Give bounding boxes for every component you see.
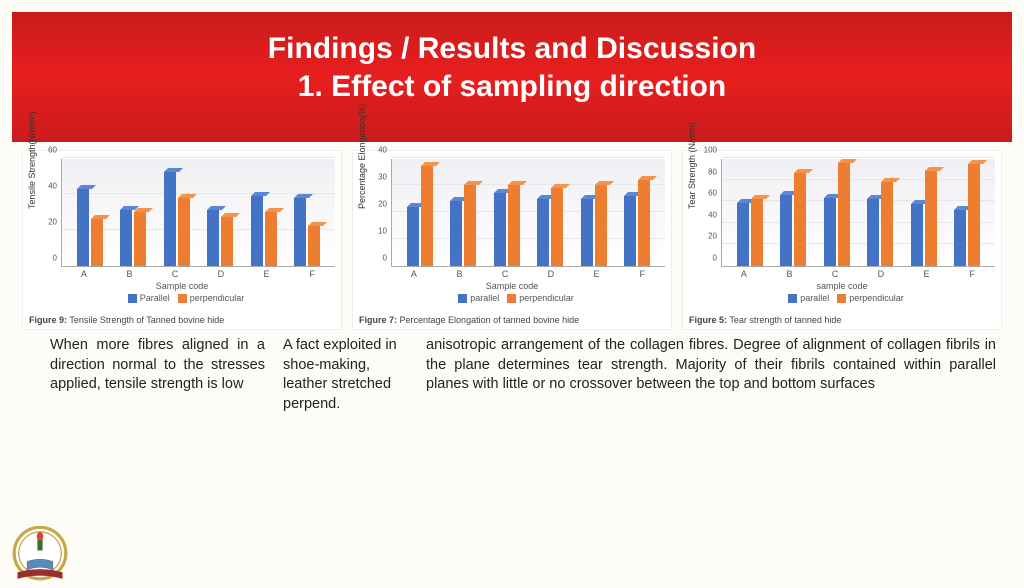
legend: parallelperpendicular [353, 293, 671, 303]
bar-group [859, 182, 903, 266]
bar-group [616, 180, 660, 266]
bar-parallel [164, 172, 176, 266]
bar-parallel [494, 193, 506, 266]
chart-area [721, 159, 995, 267]
legend: parallelperpendicular [683, 293, 1001, 303]
bar-group [155, 172, 199, 266]
bar-parallel [954, 210, 966, 266]
y-ticks: 020406080100 [701, 159, 719, 267]
figure-caption: Figure 5: Tear strength of tanned hide [689, 315, 841, 325]
bar-perpendicular [134, 212, 146, 266]
bar-group [529, 188, 573, 266]
bar-group [902, 171, 946, 266]
bar-group [572, 185, 616, 266]
bar-parallel [780, 195, 792, 266]
bar-group [112, 210, 156, 266]
bar-perpendicular [178, 198, 190, 266]
legend: Parallelperpendicular [23, 293, 341, 303]
text-col2: A fact exploited in shoe-making, leather… [283, 336, 408, 414]
bar-parallel [824, 198, 836, 266]
chart-area [61, 159, 335, 267]
bar-perpendicular [464, 185, 476, 266]
y-axis-label: Percentage Elongation(%) [357, 104, 367, 209]
bar-parallel [581, 199, 593, 267]
bar-parallel [911, 204, 923, 266]
bar-parallel [77, 189, 89, 266]
bar-parallel [737, 203, 749, 266]
university-logo [6, 526, 74, 584]
y-axis-label: Tensile Strength(N/mm²) [27, 111, 37, 209]
chart-area [391, 159, 665, 267]
text-col3: anisotropic arrangement of the collagen … [426, 336, 996, 414]
bar-parallel [450, 201, 462, 266]
bar-perpendicular [308, 226, 320, 266]
x-axis-label: sample code [683, 281, 1001, 291]
x-axis-label: Sample code [23, 281, 341, 291]
charts-row: Tensile Strength(N/mm²)0204060ABCDEFSamp… [0, 142, 1024, 330]
bar-perpendicular [508, 185, 520, 266]
bar-perpendicular [91, 219, 103, 266]
header-line1: Findings / Results and Discussion [268, 32, 756, 65]
bar-perpendicular [751, 199, 763, 266]
bar-perpendicular [265, 212, 277, 266]
bar-group [68, 189, 112, 266]
bar-parallel [407, 207, 419, 266]
x-ticks: ABCDEF [391, 269, 665, 279]
bar-group [728, 199, 772, 266]
bar-perpendicular [794, 173, 806, 266]
bar-parallel [294, 198, 306, 266]
bar-parallel [867, 199, 879, 266]
bar-perpendicular [881, 182, 893, 266]
bar-parallel [120, 210, 132, 266]
bar-perpendicular [551, 188, 563, 266]
text-row: When more fibres aligned in a direction … [0, 330, 1024, 414]
bar-parallel [537, 199, 549, 267]
y-ticks: 0204060 [41, 159, 59, 267]
figure-caption: Figure 7: Percentage Elongation of tanne… [359, 315, 579, 325]
bar-group [398, 166, 442, 266]
bar-perpendicular [595, 185, 607, 266]
x-ticks: ABCDEF [721, 269, 995, 279]
bar-group [946, 164, 990, 266]
x-axis-label: Sample code [353, 281, 671, 291]
bar-group [286, 198, 330, 266]
bar-parallel [251, 196, 263, 266]
chart-tear: Tear Strength (N/mm)020406080100ABCDEFsa… [682, 150, 1002, 330]
bar-perpendicular [221, 217, 233, 266]
bar-perpendicular [925, 171, 937, 266]
bar-group [199, 210, 243, 266]
bar-perpendicular [638, 180, 650, 266]
bar-group [442, 185, 486, 266]
bar-group [815, 163, 859, 266]
bar-perpendicular [838, 163, 850, 266]
bar-perpendicular [968, 164, 980, 266]
bar-perpendicular [421, 166, 433, 266]
bar-parallel [624, 196, 636, 266]
bar-group [242, 196, 286, 266]
bar-group [485, 185, 529, 266]
bar-parallel [207, 210, 219, 266]
y-axis-label: Tear Strength (N/mm) [687, 122, 697, 209]
chart-tensile: Tensile Strength(N/mm²)0204060ABCDEFSamp… [22, 150, 342, 330]
header-line2: 1. Effect of sampling direction [298, 70, 726, 103]
bar-group [772, 173, 816, 266]
x-ticks: ABCDEF [61, 269, 335, 279]
figure-caption: Figure 9: Tensile Strength of Tanned bov… [29, 315, 224, 325]
y-ticks: 010203040 [371, 159, 389, 267]
chart-elongation: Percentage Elongation(%)010203040ABCDEFS… [352, 150, 672, 330]
text-col1: When more fibres aligned in a direction … [50, 336, 265, 414]
slide-header: Findings / Results and Discussion 1. Eff… [12, 12, 1012, 142]
